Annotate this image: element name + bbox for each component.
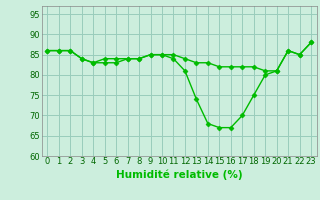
X-axis label: Humidité relative (%): Humidité relative (%)	[116, 169, 243, 180]
